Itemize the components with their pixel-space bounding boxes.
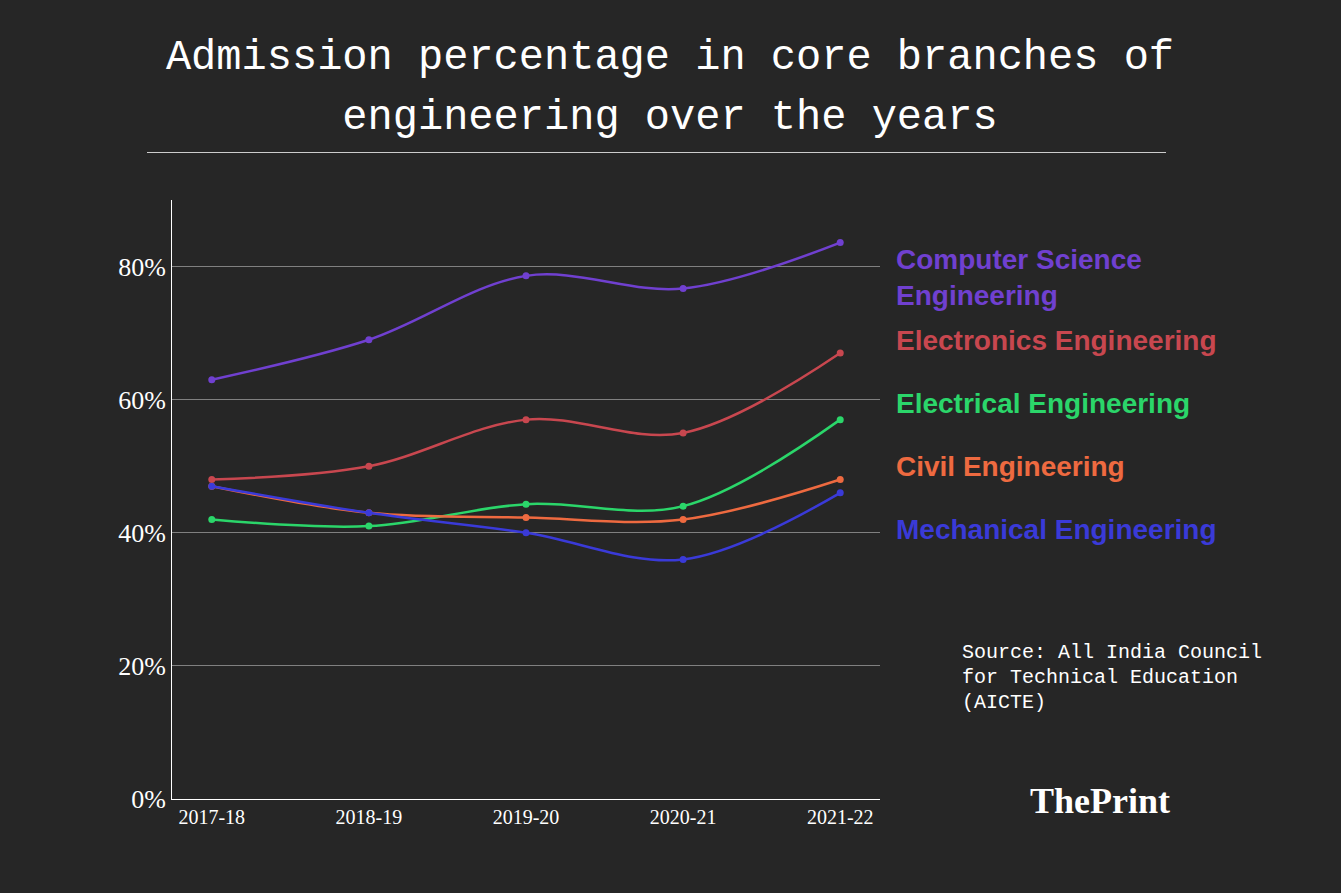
svg-text:2018-19: 2018-19 <box>336 806 403 828</box>
svg-text:2021-22: 2021-22 <box>807 806 874 828</box>
html-text:Admission percentage in core b: Admission percentage in core branches of… <box>165 34 1175 142</box>
svg-text:60%: 60% <box>118 386 166 415</box>
svg-text:2019-20: 2019-20 <box>493 806 560 828</box>
svg-text:2017-18: 2017-18 <box>178 806 245 828</box>
svg-text:Computer ScienceEngineering: Computer ScienceEngineering <box>896 244 1142 311</box>
html-text:Source: All India Council for: Source: All India Council for Technical … <box>962 641 1263 714</box>
svg-text:40%: 40% <box>118 519 166 548</box>
html-text:ThePrint: ThePrint <box>1030 781 1170 821</box>
svg-text:2020-21: 2020-21 <box>650 806 717 828</box>
svg-text:Electronics Engineering: Electronics Engineering <box>896 325 1217 356</box>
svg-text:80%: 80% <box>118 253 166 282</box>
svg-text:Electrical Engineering: Electrical Engineering <box>896 388 1190 419</box>
svg-text:0%: 0% <box>131 785 166 814</box>
svg-text:Mechanical Engineering: Mechanical Engineering <box>896 514 1217 545</box>
svg-text:Civil Engineering: Civil Engineering <box>896 451 1125 482</box>
svg-text:20%: 20% <box>118 652 166 681</box>
